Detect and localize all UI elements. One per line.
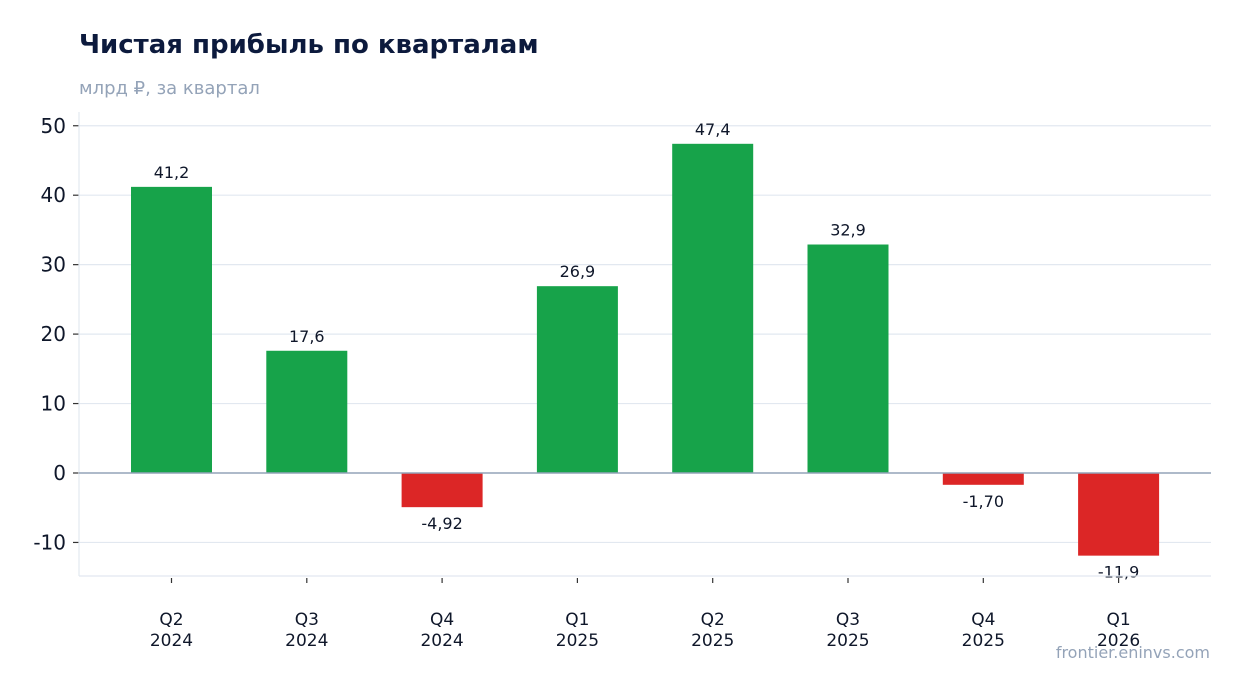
x-tick-label-year: 2025 bbox=[962, 631, 1005, 651]
bar bbox=[942, 473, 1024, 485]
y-tick-label: 50 bbox=[41, 114, 66, 138]
x-tick-label-quarter: Q3 bbox=[836, 610, 860, 630]
bar-value-label: 32,9 bbox=[830, 221, 866, 240]
bar-value-label: 47,4 bbox=[695, 120, 731, 139]
x-tick-label-year: 2024 bbox=[420, 631, 463, 651]
bar-value-label: -11,9 bbox=[1098, 563, 1139, 582]
y-tick-label: 0 bbox=[53, 461, 66, 485]
x-tick-label-year: 2024 bbox=[150, 631, 193, 651]
bar bbox=[401, 473, 483, 508]
bar-value-label: 17,6 bbox=[289, 327, 325, 346]
y-tick-label: -10 bbox=[33, 530, 66, 554]
bar-value-label: -1,70 bbox=[963, 492, 1004, 511]
x-tick-label-quarter: Q3 bbox=[295, 610, 319, 630]
x-tick-label-quarter: Q1 bbox=[1106, 610, 1130, 630]
y-tick-label: 40 bbox=[41, 183, 66, 207]
chart-subtitle: млрд ₽, за квартал bbox=[79, 78, 260, 99]
grid bbox=[79, 125, 1211, 544]
chart-title: Чистая прибыль по кварталам bbox=[79, 30, 539, 60]
x-tick-label-year: 2025 bbox=[691, 631, 734, 651]
bar bbox=[1078, 473, 1160, 556]
x-tick-label-quarter: Q4 bbox=[430, 610, 454, 630]
y-tick-label: 30 bbox=[41, 253, 66, 277]
bar bbox=[672, 143, 754, 473]
bars bbox=[131, 143, 1160, 556]
x-axis: Q22024Q32024Q42024Q12025Q22025Q32025Q420… bbox=[79, 575, 1211, 651]
y-tick-label: 10 bbox=[41, 392, 66, 416]
y-axis: -10 0 10 20 30 40 50 bbox=[33, 112, 80, 576]
bar bbox=[266, 350, 348, 473]
bar-value-label: 26,9 bbox=[560, 262, 596, 281]
bar-value-label: -4,92 bbox=[421, 514, 462, 533]
x-tick-label-year: 2025 bbox=[556, 631, 599, 651]
source-label: frontier.eninvs.com bbox=[1056, 643, 1210, 662]
bar bbox=[807, 244, 889, 473]
x-tick-label-year: 2026 bbox=[1097, 631, 1140, 651]
x-tick-label-year: 2025 bbox=[826, 631, 869, 651]
x-tick-label-year: 2024 bbox=[285, 631, 328, 651]
data-labels: 41,2 17,6 -4,92 26,9 47,4 32,9 -1,70 -11,9 bbox=[79, 120, 1211, 582]
x-tick-label-quarter: Q2 bbox=[701, 610, 725, 630]
bar bbox=[131, 186, 212, 473]
x-tick-label-quarter: Q1 bbox=[565, 610, 589, 630]
x-tick-label-quarter: Q4 bbox=[971, 610, 995, 630]
y-tick-label: 20 bbox=[41, 322, 66, 346]
bar bbox=[536, 286, 618, 473]
bar-value-label: 41,2 bbox=[154, 163, 190, 182]
x-tick-label-quarter: Q2 bbox=[159, 610, 183, 630]
